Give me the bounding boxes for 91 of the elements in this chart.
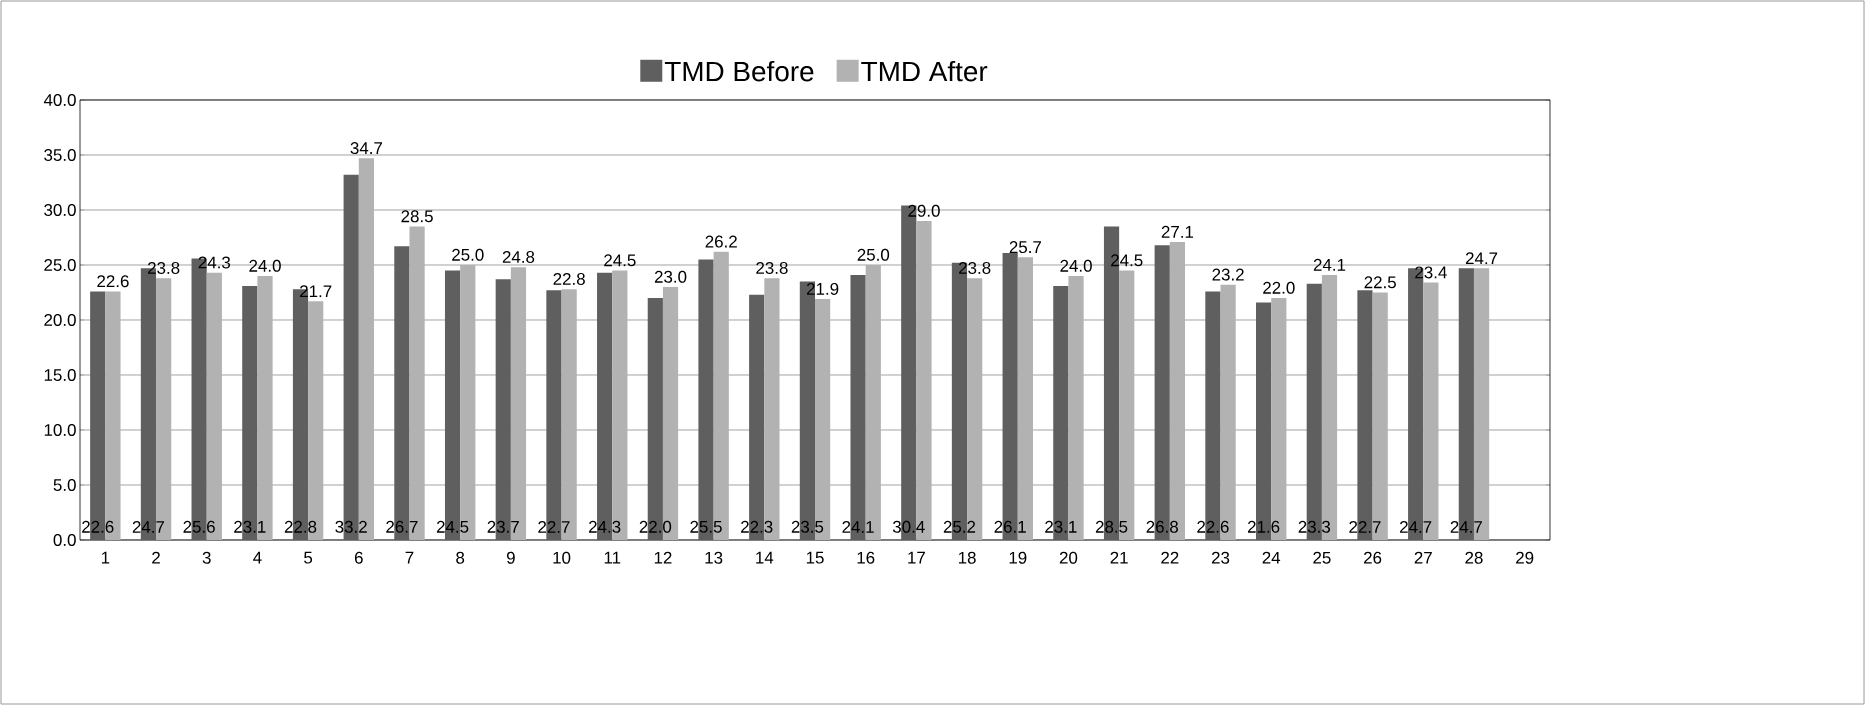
legend-label: TMD Before <box>664 60 814 82</box>
data-label: 23.0 <box>654 270 687 283</box>
data-label: 23.1 <box>234 520 266 533</box>
y-tick-label: 25.0 <box>44 259 76 271</box>
data-label: 23.1 <box>1045 520 1077 533</box>
data-label: 22.8 <box>284 520 317 533</box>
y-tick-label: 5.0 <box>53 479 76 491</box>
data-label: 24.3 <box>198 256 231 269</box>
x-tick-label: 24 <box>1262 551 1281 564</box>
x-tick-label: 1 <box>101 551 110 564</box>
data-label: 22.7 <box>538 520 570 533</box>
legend-label: TMD After <box>861 60 988 82</box>
data-label: 25.0 <box>857 248 890 261</box>
data-label: 26.8 <box>1146 520 1178 533</box>
data-label: 26.7 <box>386 520 418 533</box>
data-label: 24.5 <box>436 520 469 533</box>
x-tick-label: 28 <box>1465 551 1483 564</box>
data-label: 30.4 <box>892 520 925 533</box>
y-tick-label: 20.0 <box>44 314 76 326</box>
data-label: 22.0 <box>1263 281 1295 294</box>
data-label: 24.1 <box>1313 258 1346 271</box>
x-tick-label: 21 <box>1110 551 1128 564</box>
data-label: 21.6 <box>1247 520 1280 533</box>
y-tick-label: 0.0 <box>53 534 76 546</box>
x-tick-label: 7 <box>405 551 414 564</box>
x-tick-label: 2 <box>152 551 160 564</box>
data-label: 23.8 <box>148 262 180 274</box>
data-label: 22.6 <box>82 520 114 533</box>
x-tick-label: 26 <box>1364 551 1382 564</box>
x-tick-label: 22 <box>1161 551 1179 564</box>
data-label: 24.5 <box>604 254 636 267</box>
data-label: 24.0 <box>1060 259 1092 272</box>
data-label: 22.8 <box>553 273 585 285</box>
data-label: 25.0 <box>452 248 484 261</box>
data-label: 25.5 <box>690 520 722 533</box>
x-tick-label: 14 <box>756 551 774 564</box>
x-tick-label: 6 <box>354 551 363 564</box>
x-tick-label: 25 <box>1313 551 1331 564</box>
data-label: 24.1 <box>842 520 874 533</box>
x-tick-label: 4 <box>253 551 262 564</box>
x-tick-label: 3 <box>202 551 211 564</box>
x-tick-label: 11 <box>604 551 621 564</box>
data-label: 25.6 <box>183 520 215 533</box>
data-label: 24.7 <box>1450 520 1482 533</box>
x-tick-label: 20 <box>1059 551 1078 564</box>
x-tick-label: 10 <box>553 551 571 564</box>
y-tick-label: 10.0 <box>44 424 76 436</box>
data-label: 24.8 <box>502 251 535 263</box>
data-label: 23.7 <box>487 520 519 533</box>
data-label: 22.3 <box>741 520 773 533</box>
data-label: 34.7 <box>350 142 383 155</box>
y-tick-label: 35.0 <box>44 149 76 161</box>
data-label: 24.7 <box>1400 520 1432 533</box>
data-label: 22.0 <box>639 520 672 533</box>
x-tick-label: 13 <box>705 551 723 564</box>
data-label: 33.2 <box>335 520 367 533</box>
data-label: 22.6 <box>97 275 129 288</box>
data-label: 27.1 <box>1161 225 1194 238</box>
data-label: 21.7 <box>300 285 332 298</box>
x-tick-label: 16 <box>857 551 875 564</box>
data-label: 26.2 <box>705 235 737 248</box>
x-tick-label: 5 <box>304 551 313 564</box>
x-tick-label: 12 <box>654 551 672 564</box>
data-label: 22.7 <box>1349 520 1381 533</box>
data-label: 23.5 <box>791 520 824 533</box>
y-tick-label: 30.0 <box>44 204 76 216</box>
data-label: 24.3 <box>589 520 621 533</box>
x-tick-label: 8 <box>456 551 465 564</box>
data-label: 22.6 <box>1197 520 1229 533</box>
data-label: 23.3 <box>1298 520 1331 533</box>
x-tick-label: 23 <box>1211 551 1230 564</box>
x-tick-label: 9 <box>506 551 515 564</box>
x-tick-label: 15 <box>806 551 824 564</box>
data-label: 22.5 <box>1364 276 1396 289</box>
y-tick-label: 40.0 <box>43 94 76 106</box>
data-label: 28.5 <box>1095 520 1128 533</box>
data-label: 24.0 <box>249 259 281 272</box>
x-tick-label: 17 <box>908 551 925 564</box>
x-tick-label: 29 <box>1516 551 1534 564</box>
x-tick-label: 19 <box>1009 551 1027 564</box>
data-label: 23.2 <box>1212 268 1244 281</box>
x-tick-label: 27 <box>1414 551 1432 564</box>
data-label: 23.8 <box>756 262 788 274</box>
y-tick-label: 15.0 <box>44 369 76 381</box>
data-label: 24.7 <box>132 520 165 533</box>
data-label: 25.7 <box>1009 241 1041 254</box>
x-tick-label: 18 <box>958 551 976 564</box>
data-label: 26.1 <box>994 520 1026 533</box>
data-label: 24.7 <box>1465 252 1498 265</box>
data-label: 25.2 <box>943 520 976 533</box>
data-label: 28.5 <box>401 210 433 223</box>
